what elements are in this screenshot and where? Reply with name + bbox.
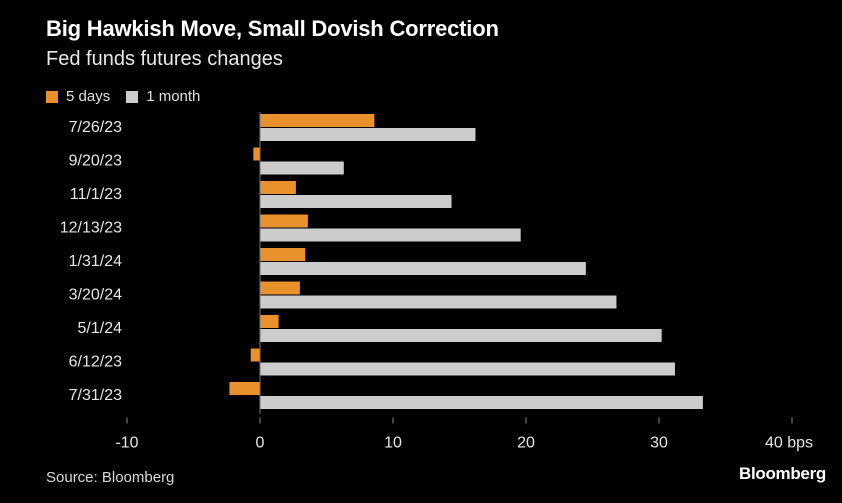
bar-1-month [260, 362, 675, 376]
bar-1-month [260, 329, 662, 342]
bar-5-days [250, 348, 260, 362]
legend-item-1-month: 1 month [126, 88, 200, 105]
bar-5-days [260, 315, 279, 328]
bar-1-month [260, 396, 703, 409]
bar-5-days [260, 248, 306, 261]
bar-1-month [260, 262, 586, 275]
legend-swatch-1-month [126, 90, 139, 103]
y-tick-label: 12/13/23 [60, 220, 122, 237]
y-tick-label: 7/26/23 [69, 119, 122, 136]
chart-title: Big Hawkish Move, Small Dovish Correctio… [46, 16, 499, 41]
chart-subtitle: Fed funds futures changes [46, 48, 283, 70]
bar-5-days [260, 281, 300, 295]
bar-5-days [260, 181, 296, 194]
bar-1-month [260, 161, 344, 175]
legend: 5 days 1 month [46, 88, 216, 105]
y-tick-label: 1/31/24 [69, 253, 122, 270]
legend-label-1-month: 1 month [146, 88, 201, 105]
y-tick-label: 11/1/23 [70, 186, 122, 203]
y-tick-label: 6/12/23 [69, 354, 122, 371]
y-tick-label: 9/20/23 [69, 153, 122, 170]
x-tick-label: -10 [115, 435, 138, 452]
bar-5-days [260, 114, 375, 127]
legend-item-5-days: 5 days [46, 88, 110, 105]
source-note: Source: Bloomberg [46, 469, 175, 486]
bar-5-days [229, 382, 260, 395]
bar-1-month [260, 295, 617, 309]
y-tick-label: 5/1/24 [78, 320, 123, 337]
y-tick-label: 3/20/24 [69, 287, 122, 304]
bloomberg-logo: Bloomberg [738, 464, 826, 483]
legend-swatch-5-days [46, 90, 58, 103]
x-tick-label: 0 [256, 435, 265, 452]
legend-label-5-days: 5 days [66, 88, 111, 105]
x-tick-label: 30 [650, 435, 668, 452]
x-tick-label: 10 [384, 435, 402, 452]
bar-5-days [253, 147, 260, 161]
bar-1-month [260, 128, 476, 141]
y-tick-label: 7/31/23 [69, 387, 122, 404]
bar-1-month [260, 228, 521, 242]
bar-5-days [260, 214, 308, 228]
bar-1-month [260, 195, 452, 208]
x-tick-label: 20 [517, 435, 535, 452]
x-tick-label: 40 bps [765, 435, 813, 452]
